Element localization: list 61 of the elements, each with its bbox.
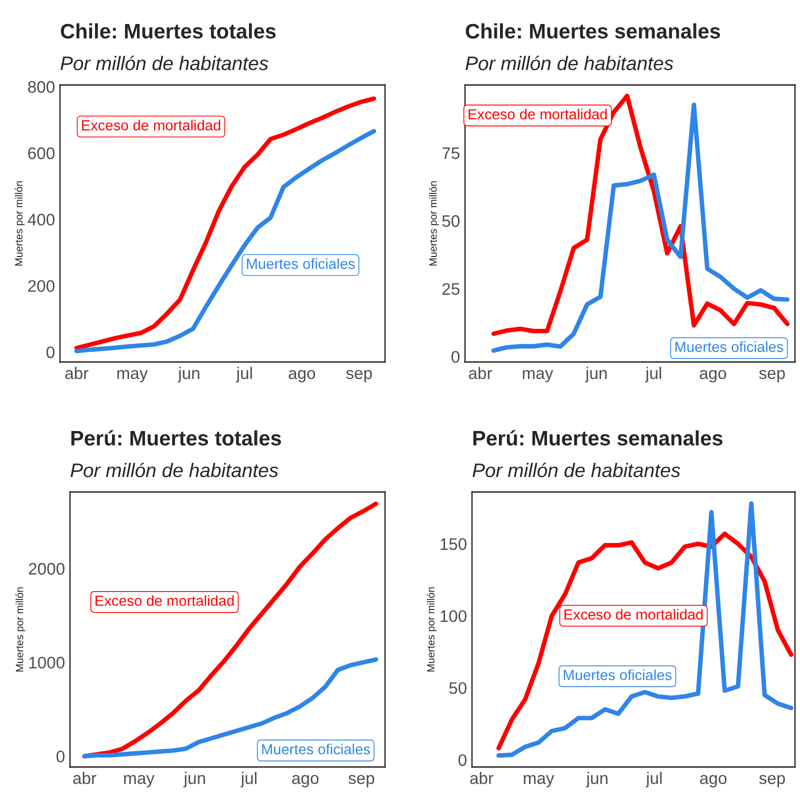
chart-subtitle: Por millón de habitantes: [466, 56, 674, 70]
text: Muertes oficiales: [675, 341, 784, 352]
chart-title: Perú: Muertes totales: [71, 430, 282, 446]
x-tick-label: jul: [646, 772, 662, 788]
series-label: Muertes oficiales: [246, 258, 355, 269]
y-tick-label: 2000: [28, 562, 64, 575]
series-label: Muertes oficiales: [262, 744, 370, 754]
series-label: Muertes oficiales: [564, 669, 672, 680]
y-tick-label: 0: [452, 350, 460, 363]
y-axis-title: Muertes por millón: [428, 181, 439, 266]
x-tick-label: sep: [348, 774, 374, 788]
y-tick-label: 50: [449, 682, 466, 694]
x-tick-label: sep: [346, 370, 372, 382]
y-tick-label: 1000: [29, 656, 64, 669]
series-label: Exceso de mortalidad: [468, 108, 607, 120]
x-tick-label: sep: [759, 774, 785, 788]
chart-subtitle: Por millón de habitantes: [472, 462, 680, 478]
y-tick-label: 0: [458, 754, 466, 766]
x-tick-label: abr: [65, 366, 88, 380]
line-series: [82, 657, 378, 758]
y-axis-title: Muertes por millón: [14, 181, 25, 266]
x-tick-label: jun: [585, 366, 607, 382]
y-tick-label: 0: [46, 346, 54, 358]
y-tick-label: 100: [440, 610, 466, 622]
chart-title: Chile: Muertes semanales: [466, 23, 720, 39]
y-tick-label: 75: [442, 147, 460, 160]
series-label: Exceso de mortalidad: [564, 608, 703, 620]
x-tick-label: jun: [183, 772, 205, 788]
x-tick-label: ago: [700, 370, 726, 382]
x-tick-label: may: [124, 774, 155, 788]
y-tick-label: 400: [28, 214, 54, 226]
y-tick-label: 200: [28, 280, 54, 292]
chart-subtitle: Por millón de habitantes: [60, 56, 268, 70]
x-tick-label: abr: [470, 772, 494, 784]
text: Exceso de mortalidad: [82, 120, 220, 130]
x-tick-label: ago: [288, 370, 316, 382]
x-tick-label: sep: [759, 370, 785, 382]
x-tick-label: jul: [645, 366, 662, 382]
y-axis-title: Muertes por millón: [426, 587, 437, 672]
x-tick-label: abr: [73, 772, 96, 784]
x-tick-label: jul: [240, 772, 256, 788]
chart-subtitle: Por millón de habitantes: [70, 462, 278, 478]
x-tick-label: jul: [236, 366, 252, 382]
y-tick-label: 25: [442, 283, 460, 295]
x-tick-label: jun: [178, 366, 200, 382]
x-tick-label: may: [524, 774, 554, 788]
y-tick-label: 0: [56, 750, 64, 762]
x-tick-label: may: [522, 370, 554, 382]
chart-title: Perú: Muertes semanales: [473, 430, 722, 446]
series-label: Exceso de mortalidad: [96, 595, 234, 606]
y-axis-title: Muertes por millón: [15, 587, 26, 672]
y-tick-label: 50: [442, 215, 460, 227]
x-tick-label: ago: [700, 774, 727, 788]
chart-title: Chile: Muertes totales: [60, 23, 276, 39]
x-tick-label: abr: [468, 366, 492, 380]
y-tick-label: 150: [440, 538, 466, 550]
x-tick-label: ago: [292, 774, 319, 788]
y-tick-label: 800: [28, 81, 54, 93]
x-tick-label: jun: [586, 772, 608, 788]
x-tick-label: may: [117, 370, 148, 382]
y-tick-label: 600: [28, 147, 54, 160]
